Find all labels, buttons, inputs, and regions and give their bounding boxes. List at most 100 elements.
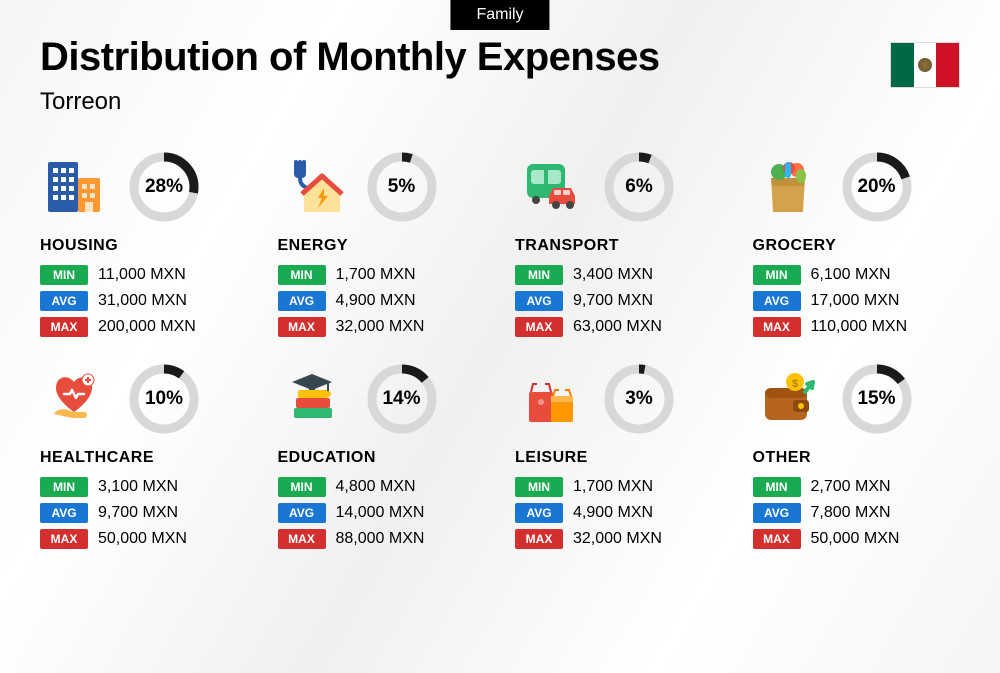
- percent-ring: 28%: [128, 151, 200, 223]
- bus-car-icon: [515, 156, 585, 218]
- stat-min: MIN 3,100 MXN: [40, 477, 248, 497]
- percent-ring: 14%: [366, 363, 438, 435]
- max-value: 50,000 MXN: [811, 530, 900, 548]
- percent-label: 28%: [128, 151, 200, 223]
- min-badge: MIN: [278, 265, 326, 285]
- min-badge: MIN: [515, 265, 563, 285]
- stat-min: MIN 4,800 MXN: [278, 477, 486, 497]
- stat-max: MAX 50,000 MXN: [40, 529, 248, 549]
- avg-badge: AVG: [40, 503, 88, 523]
- avg-badge: AVG: [278, 503, 326, 523]
- grocery-bag-icon: [753, 156, 823, 218]
- category-card-other: $ 15% OTHER MIN 2,700 MXN AVG 7,800 MXN …: [753, 363, 961, 555]
- max-badge: MAX: [515, 529, 563, 549]
- header: Distribution of Monthly Expenses Torreon: [40, 0, 960, 116]
- stat-max: MAX 63,000 MXN: [515, 317, 723, 337]
- min-badge: MIN: [753, 265, 801, 285]
- category-card-grocery: 20% GROCERY MIN 6,100 MXN AVG 17,000 MXN…: [753, 151, 961, 343]
- percent-ring: 20%: [841, 151, 913, 223]
- percent-ring: 10%: [128, 363, 200, 435]
- category-card-transport: 6% TRANSPORT MIN 3,400 MXN AVG 9,700 MXN…: [515, 151, 723, 343]
- avg-value: 7,800 MXN: [811, 504, 891, 522]
- books-cap-icon: [278, 368, 348, 430]
- max-value: 32,000 MXN: [336, 318, 425, 336]
- mexico-flag-icon: [890, 42, 960, 88]
- heart-hand-icon: [40, 368, 110, 430]
- avg-badge: AVG: [278, 291, 326, 311]
- stat-max: MAX 110,000 MXN: [753, 317, 961, 337]
- stat-avg: AVG 9,700 MXN: [515, 291, 723, 311]
- min-value: 11,000 MXN: [98, 266, 186, 284]
- min-value: 6,100 MXN: [811, 266, 891, 284]
- stat-avg: AVG 17,000 MXN: [753, 291, 961, 311]
- stat-avg: AVG 4,900 MXN: [515, 503, 723, 523]
- stat-min: MIN 1,700 MXN: [515, 477, 723, 497]
- stat-min: MIN 2,700 MXN: [753, 477, 961, 497]
- min-badge: MIN: [515, 477, 563, 497]
- category-name: EDUCATION: [278, 449, 486, 467]
- avg-value: 9,700 MXN: [98, 504, 178, 522]
- min-value: 2,700 MXN: [811, 478, 891, 496]
- avg-badge: AVG: [753, 291, 801, 311]
- avg-value: 14,000 MXN: [336, 504, 425, 522]
- percent-label: 15%: [841, 363, 913, 435]
- energy-house-icon: [278, 156, 348, 218]
- stat-avg: AVG 31,000 MXN: [40, 291, 248, 311]
- max-value: 88,000 MXN: [336, 530, 425, 548]
- max-value: 32,000 MXN: [573, 530, 662, 548]
- percent-label: 14%: [366, 363, 438, 435]
- stat-avg: AVG 14,000 MXN: [278, 503, 486, 523]
- max-value: 110,000 MXN: [811, 318, 908, 336]
- min-value: 3,400 MXN: [573, 266, 653, 284]
- category-name: HOUSING: [40, 237, 248, 255]
- stat-max: MAX 32,000 MXN: [278, 317, 486, 337]
- category-card-energy: 5% ENERGY MIN 1,700 MXN AVG 4,900 MXN MA…: [278, 151, 486, 343]
- stat-min: MIN 11,000 MXN: [40, 265, 248, 285]
- category-card-housing: 28% HOUSING MIN 11,000 MXN AVG 31,000 MX…: [40, 151, 248, 343]
- min-badge: MIN: [40, 477, 88, 497]
- avg-value: 31,000 MXN: [98, 292, 187, 310]
- stat-min: MIN 6,100 MXN: [753, 265, 961, 285]
- stat-max: MAX 50,000 MXN: [753, 529, 961, 549]
- category-name: OTHER: [753, 449, 961, 467]
- min-value: 4,800 MXN: [336, 478, 416, 496]
- avg-value: 9,700 MXN: [573, 292, 653, 310]
- max-badge: MAX: [40, 529, 88, 549]
- max-value: 200,000 MXN: [98, 318, 196, 336]
- categories-grid: 28% HOUSING MIN 11,000 MXN AVG 31,000 MX…: [40, 151, 960, 555]
- max-badge: MAX: [278, 529, 326, 549]
- percent-label: 6%: [603, 151, 675, 223]
- page-title: Distribution of Monthly Expenses: [40, 35, 960, 80]
- shopping-bags-icon: [515, 368, 585, 430]
- avg-badge: AVG: [515, 291, 563, 311]
- category-name: TRANSPORT: [515, 237, 723, 255]
- percent-ring: 5%: [366, 151, 438, 223]
- stat-avg: AVG 9,700 MXN: [40, 503, 248, 523]
- avg-badge: AVG: [753, 503, 801, 523]
- max-value: 50,000 MXN: [98, 530, 187, 548]
- percent-label: 5%: [366, 151, 438, 223]
- avg-badge: AVG: [515, 503, 563, 523]
- category-name: ENERGY: [278, 237, 486, 255]
- percent-ring: 3%: [603, 363, 675, 435]
- max-badge: MAX: [515, 317, 563, 337]
- min-value: 1,700 MXN: [573, 478, 653, 496]
- category-name: HEALTHCARE: [40, 449, 248, 467]
- subtitle: Torreon: [40, 88, 960, 116]
- min-badge: MIN: [40, 265, 88, 285]
- min-value: 1,700 MXN: [336, 266, 416, 284]
- min-badge: MIN: [753, 477, 801, 497]
- max-badge: MAX: [753, 529, 801, 549]
- min-badge: MIN: [278, 477, 326, 497]
- stat-avg: AVG 4,900 MXN: [278, 291, 486, 311]
- category-name: LEISURE: [515, 449, 723, 467]
- avg-value: 17,000 MXN: [811, 292, 900, 310]
- stat-avg: AVG 7,800 MXN: [753, 503, 961, 523]
- category-card-leisure: 3% LEISURE MIN 1,700 MXN AVG 4,900 MXN M…: [515, 363, 723, 555]
- percent-label: 3%: [603, 363, 675, 435]
- percent-label: 20%: [841, 151, 913, 223]
- avg-value: 4,900 MXN: [573, 504, 653, 522]
- max-badge: MAX: [753, 317, 801, 337]
- building-icon: [40, 156, 110, 218]
- wallet-icon: $: [753, 368, 823, 430]
